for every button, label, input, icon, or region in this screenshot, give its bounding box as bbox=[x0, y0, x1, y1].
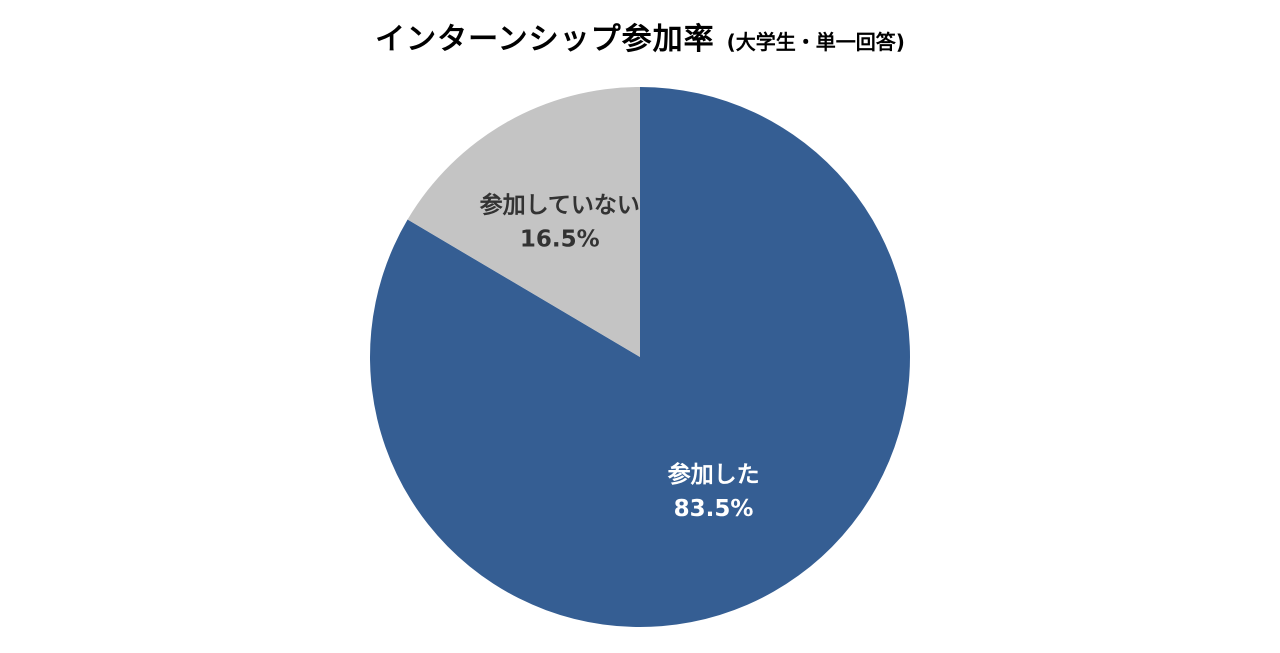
slice-value-label-0: 83.5% bbox=[674, 496, 754, 522]
chart-title-main: インターンシップ参加率 bbox=[375, 22, 715, 57]
slice-category-label-0: 参加した bbox=[668, 461, 760, 488]
slice-label-0: 参加した 83.5% bbox=[668, 461, 760, 522]
slice-value-label-1: 16.5% bbox=[520, 226, 600, 252]
pie-slice-1 bbox=[407, 87, 640, 357]
slice-label-1: 参加していない 16.5% bbox=[480, 191, 640, 252]
slice-category-label-1: 参加していない bbox=[480, 191, 640, 218]
chart-title: インターンシップ参加率 (大学生・単一回答) bbox=[0, 14, 1280, 58]
chart-subtitle: (大学生・単一回答) bbox=[726, 30, 905, 54]
